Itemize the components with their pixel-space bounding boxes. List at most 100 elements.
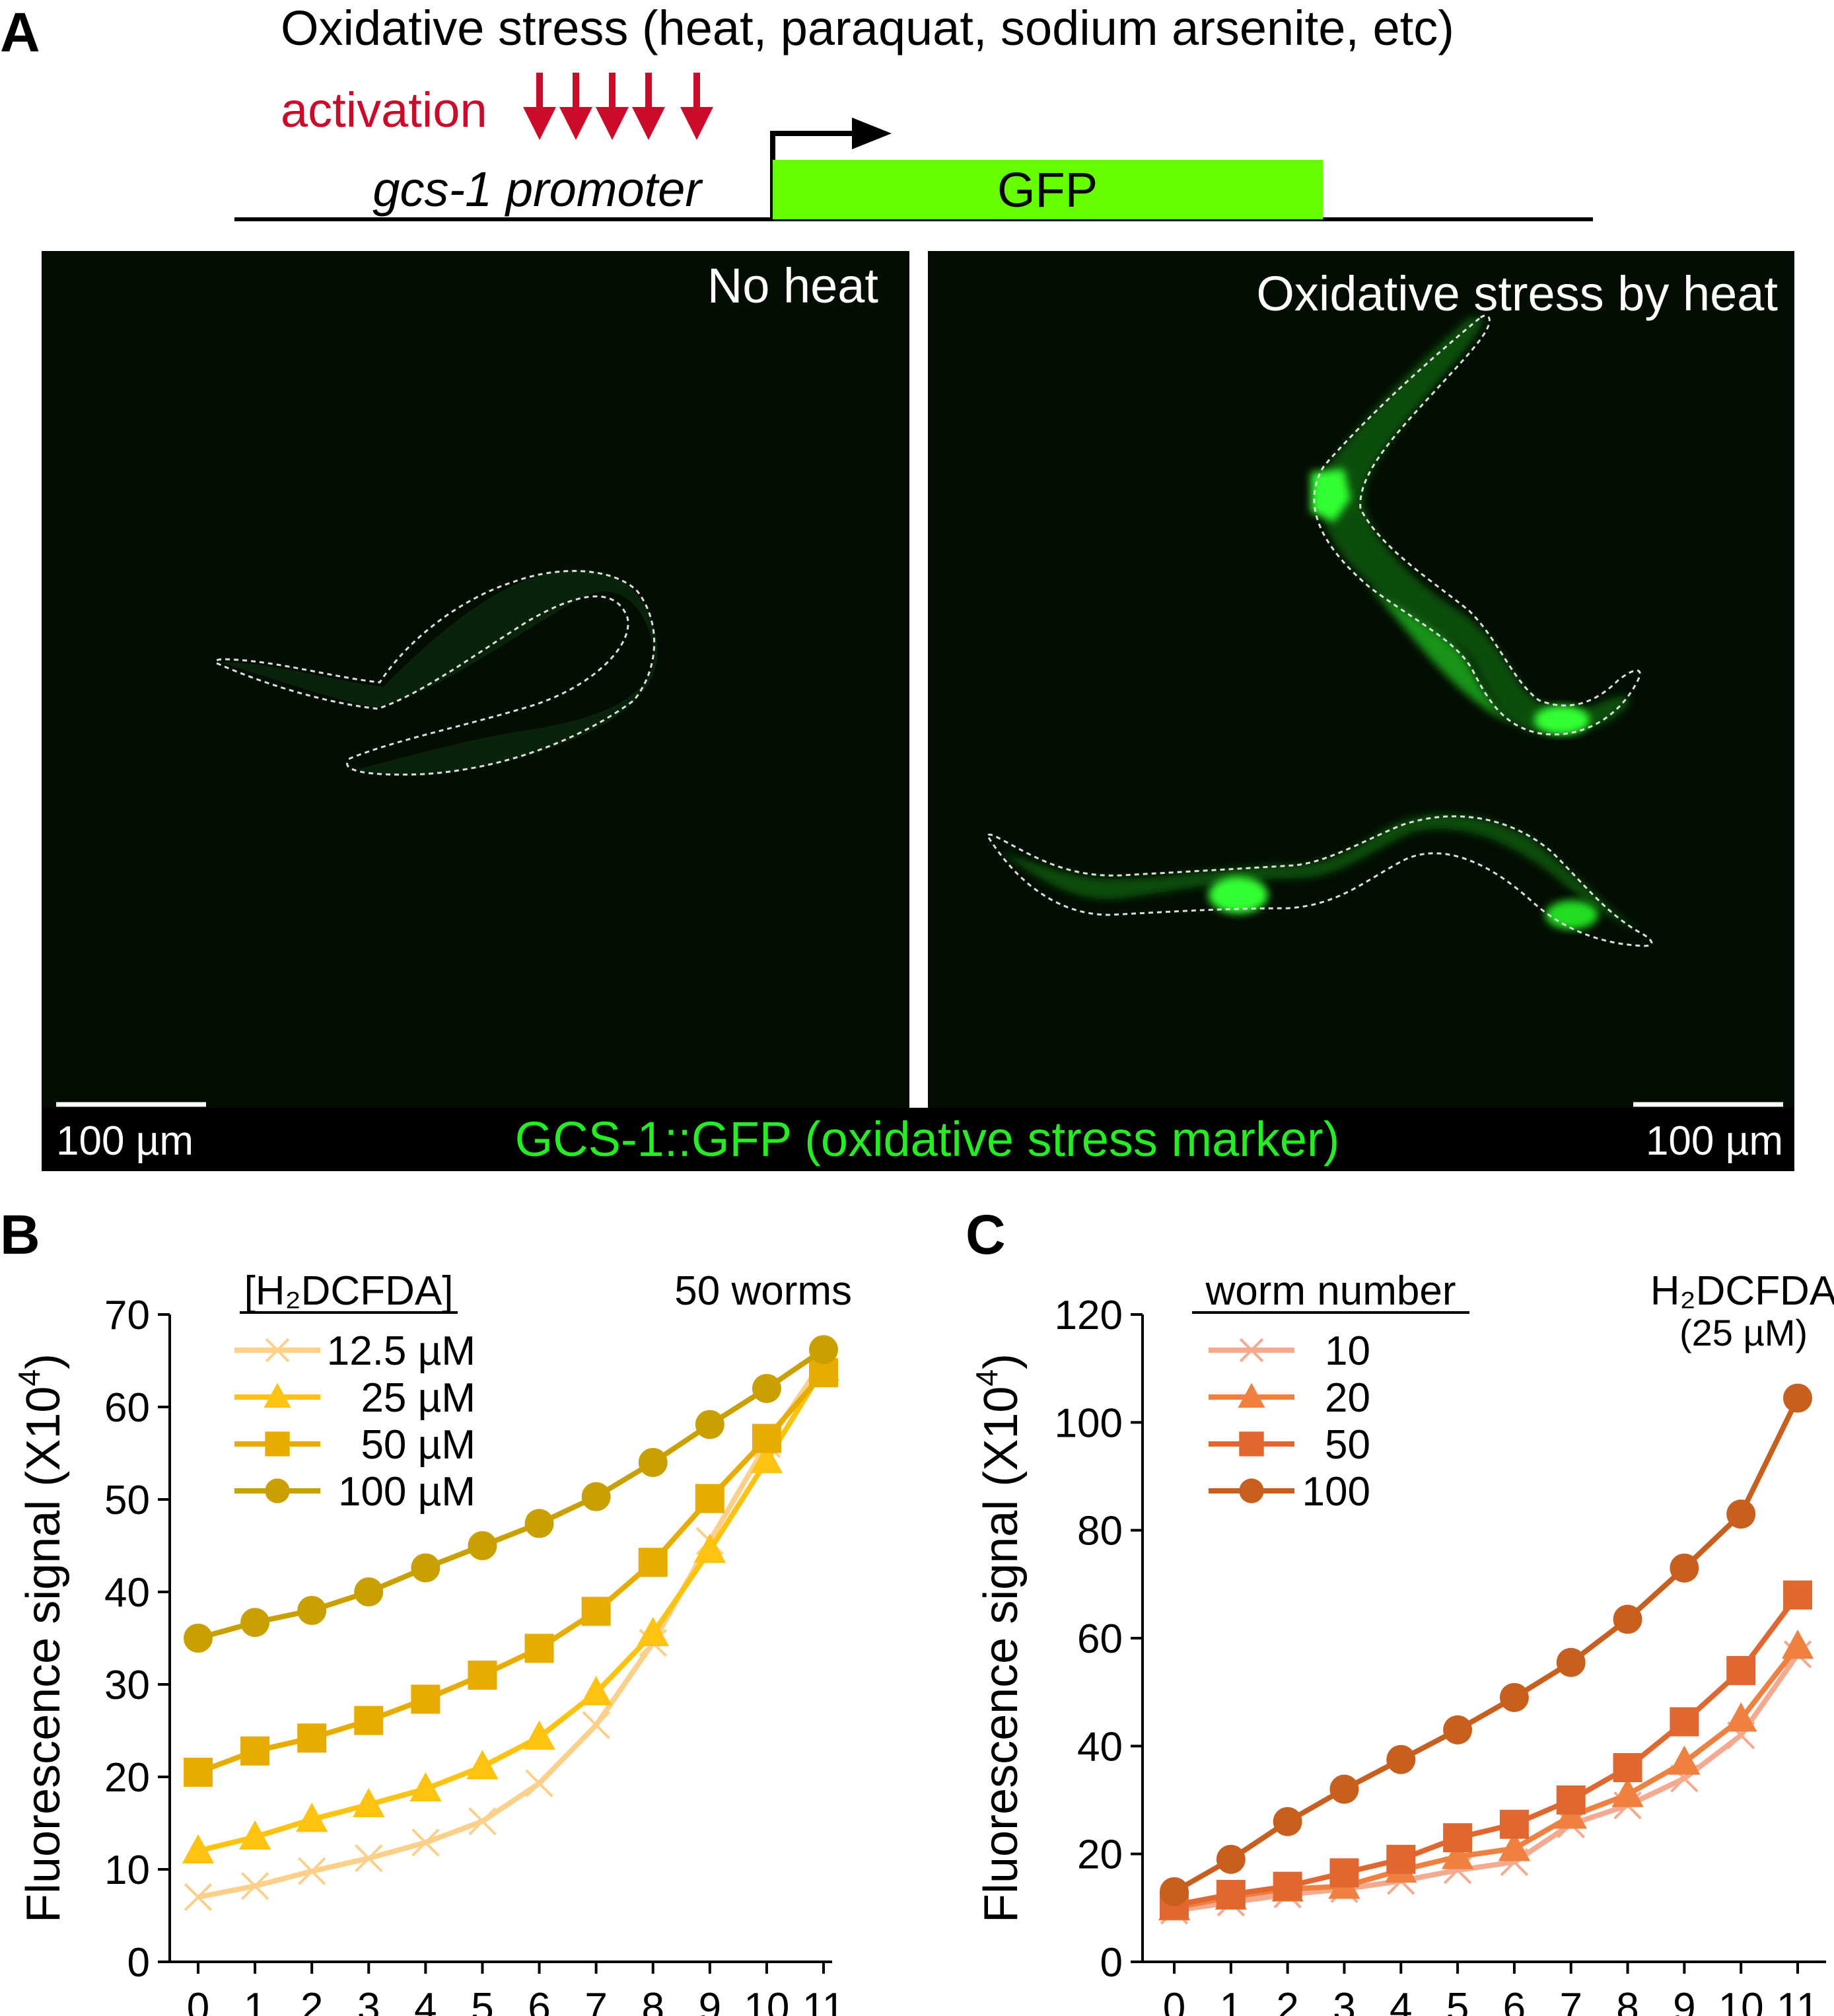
- y-tick-label: 0: [1100, 1940, 1123, 1986]
- data-point: [1329, 1858, 1359, 1888]
- data-point: [580, 1676, 612, 1706]
- chart-b: 01020304050607001234567891011Time (hour)…: [12, 1268, 852, 2016]
- legend-label: 10: [1325, 1328, 1370, 1374]
- no-heat-label: No heat: [707, 258, 879, 313]
- data-point: [752, 1423, 781, 1453]
- y-axis-label-close: ): [975, 1353, 1028, 1369]
- data-point: [693, 1533, 726, 1563]
- chart-annotation-sub: (25 µM): [1679, 1312, 1808, 1353]
- data-point: [1670, 1707, 1699, 1737]
- legend-marker: [265, 1478, 290, 1503]
- y-tick-label: 100: [1055, 1400, 1123, 1446]
- y-tick-label: 60: [104, 1385, 150, 1431]
- gene-label: GFP: [997, 162, 1098, 217]
- data-point: [1670, 1553, 1699, 1583]
- panel-label-a: A: [0, 1, 40, 63]
- x-tick-label: 5: [471, 1985, 493, 2016]
- y-tick-label: 30: [104, 1663, 150, 1708]
- data-point: [1726, 1499, 1756, 1529]
- legend-entry: 12.5 µM: [234, 1328, 476, 1374]
- data-point: [582, 1711, 610, 1739]
- micrograph-divider: [909, 248, 928, 1108]
- y-tick-label: 0: [127, 1940, 150, 1986]
- data-point: [354, 1577, 384, 1606]
- y-axis-label-close: ): [17, 1353, 70, 1369]
- x-tick-label: 4: [1390, 1985, 1412, 2016]
- data-point: [238, 1820, 271, 1850]
- y-axis-label-exponent: 4: [970, 1369, 1004, 1386]
- data-point: [184, 1624, 213, 1653]
- data-point: [1556, 1647, 1586, 1677]
- data-point: [1783, 1580, 1812, 1610]
- legend-entry: 10: [1209, 1328, 1370, 1374]
- chart-annotation: H₂DCFDA: [1650, 1268, 1834, 1314]
- legend-label: 50: [1325, 1422, 1370, 1468]
- data-point: [295, 1803, 328, 1832]
- data-point: [240, 1871, 269, 1900]
- y-tick-label: 20: [104, 1755, 150, 1801]
- panel-label-b: B: [0, 1204, 40, 1266]
- data-point: [809, 1335, 838, 1365]
- legend-marker: [265, 1431, 290, 1457]
- legend-label: 100 µM: [338, 1469, 476, 1515]
- data-point: [581, 1482, 611, 1511]
- legend-marker: [264, 1383, 291, 1408]
- legend-marker: [1238, 1383, 1265, 1408]
- data-point: [1668, 1745, 1701, 1775]
- activation-arrow-icon: [632, 73, 665, 140]
- data-point: [1498, 1832, 1531, 1861]
- y-tick-label: 70: [104, 1293, 150, 1338]
- activation-arrow-icon: [596, 73, 629, 140]
- x-tick-label: 10: [1718, 1985, 1764, 2016]
- data-point: [752, 1374, 781, 1403]
- y-axis-label-main: Fluorescence signal (X10: [17, 1386, 70, 1923]
- worm-no-heat: [215, 569, 658, 776]
- data-point: [1386, 1745, 1416, 1774]
- legend-label: 100: [1302, 1469, 1370, 1515]
- x-tick-label: 2: [1276, 1985, 1298, 2016]
- legend-entry: 20: [1209, 1375, 1370, 1421]
- legend-marker: [265, 1338, 290, 1363]
- x-tick-label: 2: [300, 1985, 323, 2016]
- panel-label-c: C: [966, 1204, 1006, 1266]
- data-point: [1386, 1844, 1416, 1874]
- data-point: [468, 1531, 497, 1560]
- series-line: [197, 1347, 826, 1641]
- x-tick-label: 6: [528, 1985, 550, 2016]
- x-tick-label: 1: [1220, 1985, 1242, 2016]
- data-point: [1613, 1604, 1642, 1634]
- legend-entry: 50: [1209, 1422, 1370, 1468]
- data-point: [411, 1553, 441, 1583]
- legend-label: 25 µM: [361, 1375, 476, 1421]
- series-2: [182, 1351, 840, 1863]
- data-point: [1216, 1879, 1246, 1909]
- data-point: [1273, 1807, 1302, 1836]
- data-point: [1441, 1840, 1474, 1869]
- activation-arrows: [523, 73, 713, 140]
- data-point: [637, 1616, 669, 1646]
- data-point: [638, 1548, 668, 1577]
- data-point: [297, 1857, 326, 1886]
- x-tick-label: 5: [1446, 1985, 1469, 2016]
- series-3: [1160, 1580, 1812, 1920]
- x-tick-label: 8: [641, 1985, 664, 2016]
- y-axis-label-exponent: 4: [12, 1369, 46, 1386]
- legend-title: [H₂DCFDA]: [244, 1268, 454, 1314]
- heat-label: Oxidative stress by heat: [1256, 266, 1778, 321]
- x-tick-label: 11: [802, 1985, 845, 2016]
- data-point: [353, 1787, 385, 1817]
- legend-label: 50 µM: [361, 1422, 476, 1468]
- y-axis-label: Fluorescence signal (X104): [12, 1353, 70, 1923]
- data-point: [523, 1720, 555, 1750]
- y-tick-label: 60: [1077, 1616, 1123, 1662]
- data-point: [411, 1828, 440, 1857]
- data-point: [182, 1834, 215, 1863]
- x-tick-label: 1: [244, 1985, 266, 2016]
- data-point: [1724, 1702, 1757, 1732]
- x-tick-label: 11: [1777, 1985, 1819, 2016]
- data-point: [184, 1883, 213, 1912]
- x-tick-label: 4: [414, 1985, 437, 2016]
- series-line: [197, 1371, 826, 1775]
- data-point: [524, 1634, 554, 1663]
